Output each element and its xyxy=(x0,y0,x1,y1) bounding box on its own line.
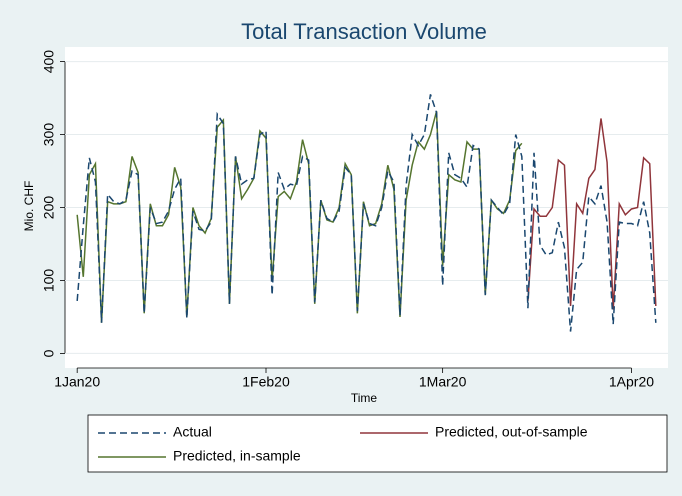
legend-label: Actual xyxy=(173,424,212,440)
x-axis-label: Time xyxy=(351,391,378,405)
x-tick-label: 1Jan20 xyxy=(54,374,100,390)
series-line xyxy=(76,94,657,332)
series-line xyxy=(527,118,657,310)
y-tick-label: 0 xyxy=(41,349,57,357)
y-tick-label: 400 xyxy=(41,50,57,74)
y-tick-label: 200 xyxy=(41,196,57,220)
y-axis-label: Mio. CHF xyxy=(22,181,36,232)
chart-title: Total Transaction Volume xyxy=(241,19,487,44)
legend-label: Predicted, in-sample xyxy=(173,448,301,464)
x-tick-label: 1Mar20 xyxy=(419,374,467,390)
legend xyxy=(87,414,668,473)
y-tick-label: 300 xyxy=(41,123,57,147)
legend-label: Predicted, out-of-sample xyxy=(435,424,588,440)
x-tick-label: 1Feb20 xyxy=(242,374,290,390)
y-tick-label: 100 xyxy=(41,269,57,293)
x-tick-label: 1Apr20 xyxy=(609,374,654,390)
